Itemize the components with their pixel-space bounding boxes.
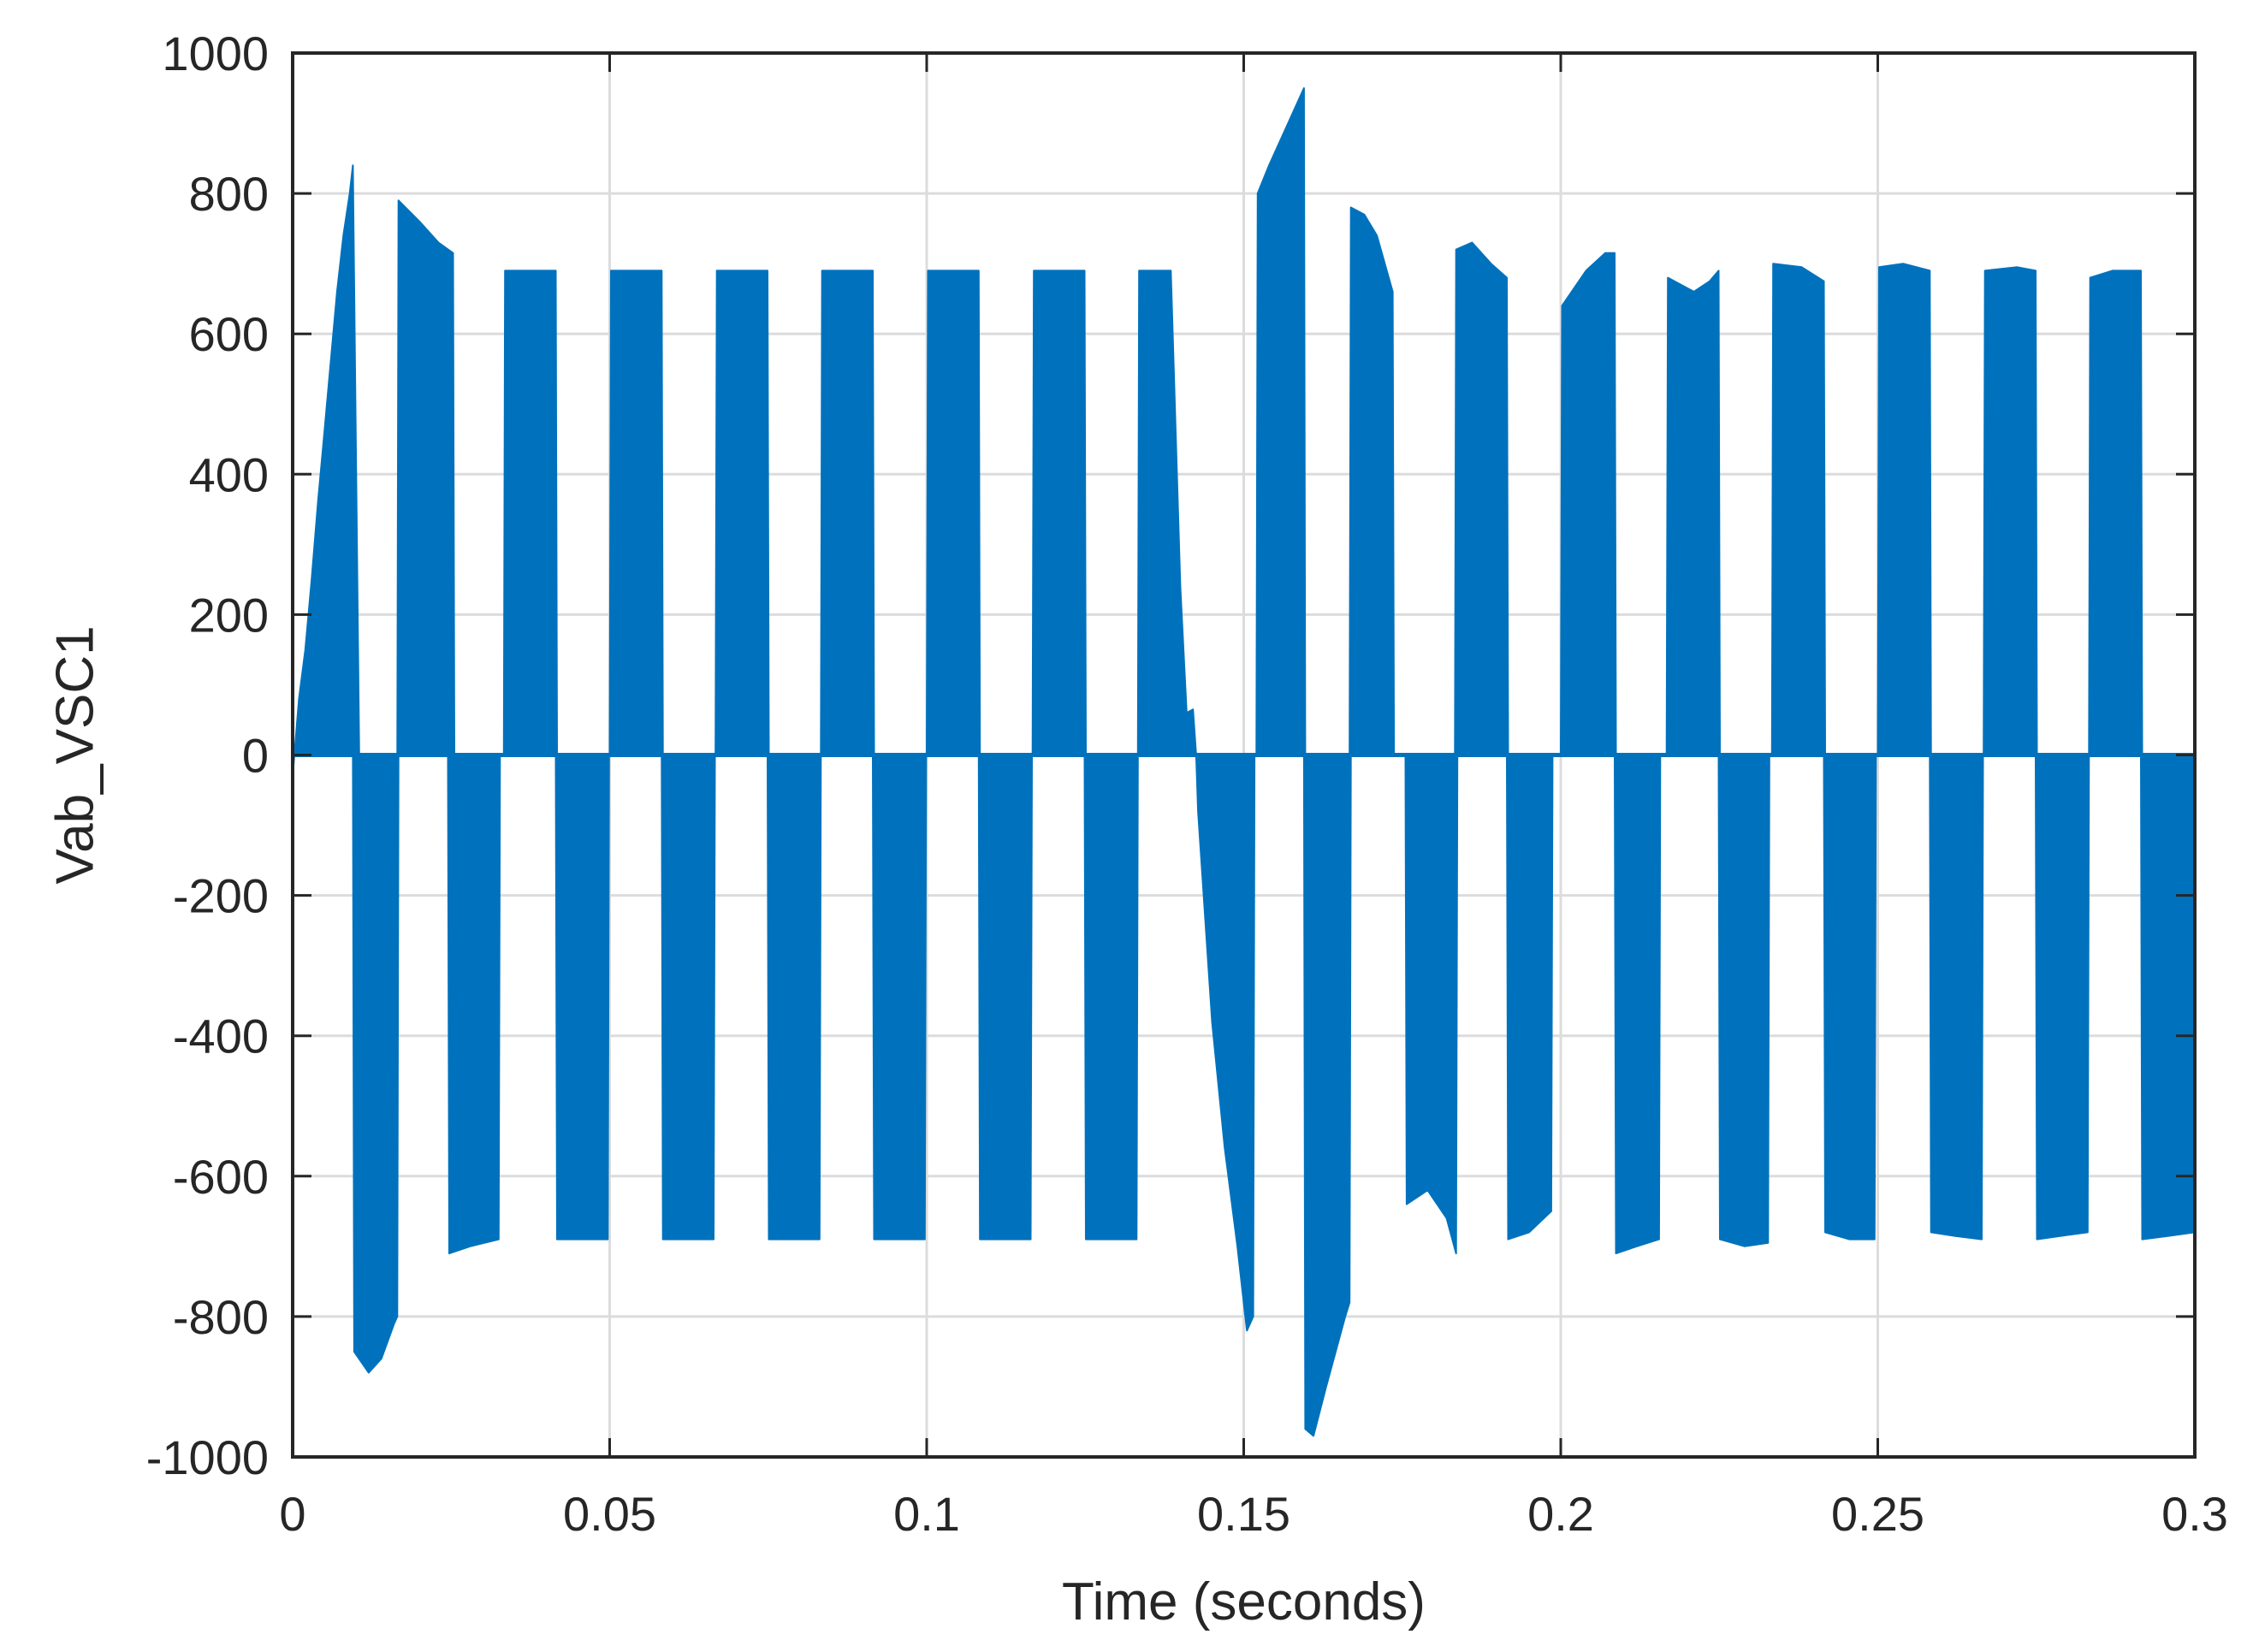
y-tick-label: -1000 (146, 1430, 269, 1484)
y-tick-label: -800 (173, 1290, 269, 1344)
y-tick-label: 800 (189, 167, 269, 221)
x-axis-label: Time (seconds) (1062, 1572, 1426, 1631)
y-tick-label: 400 (189, 447, 269, 501)
y-tick-label: 0 (242, 729, 269, 783)
y-tick-label: 600 (189, 307, 269, 361)
y-tick-label: -600 (173, 1150, 269, 1204)
y-tick-label: 200 (189, 588, 269, 642)
x-tick-label: 0 (279, 1487, 305, 1541)
x-tick-label: 0.05 (563, 1487, 656, 1541)
x-tick-label: 0.1 (893, 1487, 960, 1541)
y-tick-label: -200 (173, 869, 269, 923)
x-tick-label: 0.25 (1831, 1487, 1924, 1541)
y-axis-label: Vab_VSC1 (45, 625, 104, 884)
y-tick-label: 1000 (162, 27, 269, 80)
x-tick-label: 0.3 (2161, 1487, 2228, 1541)
x-tick-labels: 0 0.05 0.1 0.15 0.2 0.25 0.3 (279, 1487, 2228, 1541)
y-tick-labels: -1000 -800 -600 -400 -200 0 200 400 600 800 1000 (146, 27, 269, 1484)
x-tick-label: 0.2 (1527, 1487, 1594, 1541)
y-tick-label: -400 (173, 1010, 269, 1063)
x-tick-label: 0.15 (1197, 1487, 1290, 1541)
tick-marks (291, 51, 2197, 1459)
data-series (292, 87, 2196, 1437)
